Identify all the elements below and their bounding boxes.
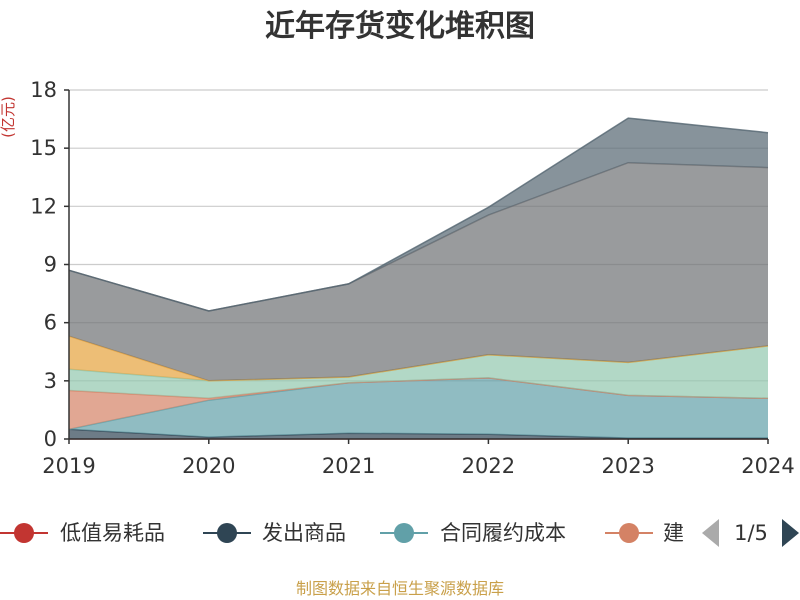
legend-marker-4 — [619, 523, 639, 543]
legend-next-page-icon[interactable] — [782, 519, 799, 547]
x-tick-label-5: 2024 — [741, 454, 794, 478]
data-source-note: 制图数据来自恒生聚源数据库 — [296, 579, 504, 598]
legend-item-4[interactable]: 建 — [605, 521, 684, 545]
y-tick-label-0: 0 — [44, 427, 57, 451]
axes: 0 3 6 9 12 15 18 2019 2020 2021 2022 2023 2024 — [30, 78, 794, 478]
chart-title: 近年存货变化堆积图 — [265, 9, 535, 44]
legend: 低值易耗品 发出商品 合同履约成本 建 1/5 — [0, 519, 799, 547]
area-series-8 — [69, 118, 768, 311]
y-tick-label-2: 6 — [44, 311, 57, 335]
legend-marker-3 — [394, 523, 414, 543]
line-series-8 — [68, 117, 769, 312]
y-tick-label-6: 18 — [30, 78, 57, 102]
area-series-5 — [69, 345, 768, 399]
legend-item-1[interactable]: 低值易耗品 — [0, 521, 165, 545]
legend-item-2[interactable]: 发出商品 — [203, 521, 346, 545]
area-series-7 — [69, 162, 768, 381]
legend-marker-1 — [14, 523, 34, 543]
legend-item-3[interactable]: 合同履约成本 — [380, 521, 566, 545]
y-tick-label-5: 15 — [30, 136, 57, 160]
legend-label-4: 建 — [663, 521, 684, 545]
y-axis-unit: (亿元) — [0, 96, 17, 138]
area-series-3 — [69, 377, 768, 438]
x-tick-label-4: 2023 — [601, 454, 654, 478]
legend-label-3: 合同履约成本 — [440, 521, 566, 545]
legend-prev-page-icon[interactable] — [702, 519, 719, 547]
legend-page-indicator: 1/5 — [734, 521, 768, 545]
y-tick-label-3: 9 — [44, 253, 57, 277]
legend-label-1: 低值易耗品 — [60, 521, 165, 545]
legend-label-2: 发出商品 — [262, 521, 346, 545]
x-tick-label-1: 2020 — [182, 454, 235, 478]
x-tick-label-0: 2019 — [42, 454, 95, 478]
series-areas — [68, 117, 769, 440]
legend-marker-2 — [217, 523, 237, 543]
x-tick-label-2: 2021 — [322, 454, 375, 478]
line-series-4 — [68, 377, 769, 400]
y-tick-label-4: 12 — [30, 194, 57, 218]
y-tick-label-1: 3 — [44, 369, 57, 393]
x-tick-label-3: 2022 — [462, 454, 515, 478]
